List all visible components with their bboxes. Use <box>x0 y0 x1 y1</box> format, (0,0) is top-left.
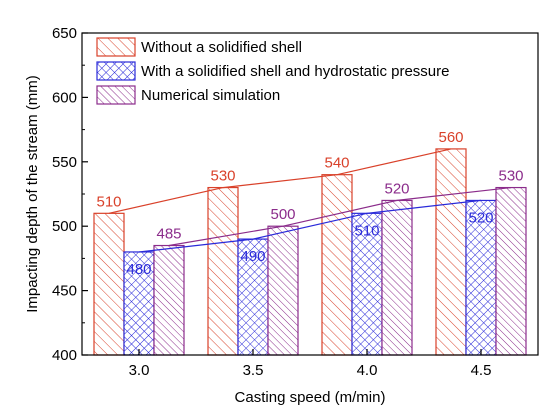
bar-series-1 <box>435 148 467 356</box>
y-tick-label: 550 <box>52 154 77 171</box>
y-tick-label: 450 <box>52 283 77 300</box>
bar-series-3 <box>495 186 527 356</box>
data-label: 540 <box>324 155 349 172</box>
bar-series-2 <box>123 251 155 356</box>
legend: Without a solidified shell With a solidif… <box>96 37 449 105</box>
bar-series-1 <box>321 174 353 356</box>
y-tick-label: 650 <box>52 25 77 42</box>
x-tick-label: 3.5 <box>243 362 264 379</box>
bar-series-3 <box>381 199 413 356</box>
data-label: 520 <box>384 180 409 197</box>
data-labels-layer: 510 480 485 530 490 500 540 510 520 560 520 530 <box>96 129 523 278</box>
y-tick-label: 400 <box>52 347 77 364</box>
legend-swatch-series-3 <box>96 85 136 105</box>
trend-lines-layer <box>108 148 512 253</box>
bar-series-1 <box>207 186 239 356</box>
data-label: 490 <box>240 248 265 265</box>
data-label: 510 <box>96 193 121 210</box>
legend-label-series-3: Numerical simulation <box>141 87 280 104</box>
data-label: 500 <box>270 206 295 223</box>
legend-swatch-series-2 <box>96 61 136 81</box>
x-axis: 3.0 3.5 4.0 4.5 <box>129 349 492 379</box>
y-tick-label: 500 <box>52 218 77 235</box>
trend-line-series-1 <box>108 148 452 214</box>
data-label: 560 <box>438 129 463 146</box>
x-axis-label: Casting speed (m/min) <box>235 389 386 406</box>
legend-swatch-series-1 <box>96 37 136 57</box>
y-axis: 400 450 500 550 600 650 <box>52 25 88 364</box>
x-tick-label: 3.0 <box>129 362 150 379</box>
bar-series-1 <box>93 212 125 356</box>
x-tick-label: 4.5 <box>471 362 492 379</box>
bars-layer <box>93 148 527 356</box>
data-label: 485 <box>156 226 181 243</box>
data-label: 480 <box>126 261 151 278</box>
trend-line-series-3 <box>168 187 512 247</box>
legend-label-series-2: With a solidified shell and hydrostatic … <box>141 63 449 80</box>
bar-series-2 <box>237 238 269 356</box>
x-tick-label: 4.0 <box>357 362 378 379</box>
legend-label-series-1: Without a solidified shell <box>141 39 302 56</box>
trend-line-series-2 <box>138 199 482 253</box>
y-axis-label: Impacting depth of the stream (mm) <box>24 75 41 313</box>
data-label: 530 <box>210 168 235 185</box>
data-label: 520 <box>468 209 493 226</box>
data-label: 530 <box>498 168 523 185</box>
data-label: 510 <box>354 222 379 239</box>
bar-series-3 <box>267 225 299 356</box>
bar-series-3 <box>153 244 185 356</box>
y-tick-label: 600 <box>52 89 77 106</box>
